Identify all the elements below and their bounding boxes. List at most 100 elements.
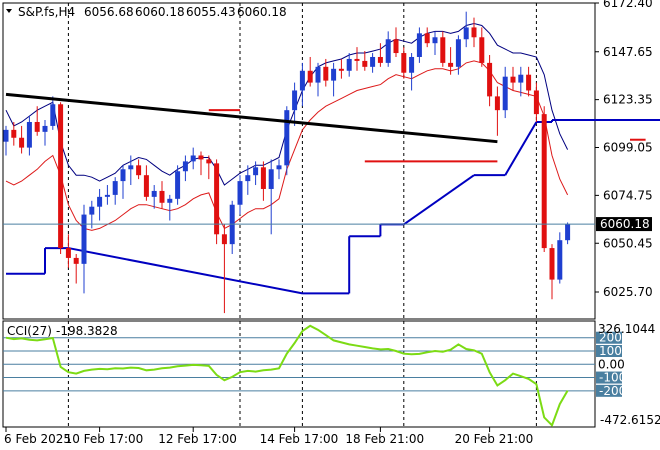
candle-body [3, 129, 9, 142]
candle-body [416, 33, 422, 57]
price-axis: 6172.40 6147.65 6123.35 6099.05 6074.75 6050.… [595, 0, 653, 299]
candle-body [401, 53, 407, 73]
cci-level-label: -200 [599, 384, 626, 398]
indicator-frame [2, 320, 596, 428]
candle-body [221, 234, 227, 245]
support-step-line [68, 247, 303, 295]
candle-body [362, 60, 368, 67]
candle-body [276, 165, 282, 170]
candle-body [143, 175, 149, 197]
candle-body [26, 121, 32, 148]
candle-body [510, 76, 516, 83]
candle-body [89, 206, 95, 215]
low-value: 6055.43 [186, 5, 236, 19]
candle-body [253, 167, 259, 176]
price-tick-label: 6074.75 [603, 188, 653, 202]
candle-body [463, 27, 469, 40]
price-tick-label: 6147.65 [603, 45, 653, 59]
candle-body [385, 39, 391, 63]
cci-scale-min: -472.6152 [600, 413, 660, 427]
candle-body [518, 74, 524, 83]
time-tick-label: 14 Feb 17:00 [260, 432, 339, 446]
cci-level-label: 100 [599, 344, 622, 358]
candle-body [284, 110, 290, 166]
close-value: 6060.18 [237, 5, 287, 19]
time-tick-label: 6 Feb 2025 [4, 432, 71, 446]
price-tick-label: 6025.70 [603, 285, 653, 299]
candle-body [338, 68, 344, 71]
price-tick-label: 6123.35 [603, 93, 653, 107]
candle-body [393, 39, 399, 54]
price-tick-label: 6050.45 [603, 236, 653, 250]
price-tick-label: 6099.05 [603, 141, 653, 155]
candle-body [198, 155, 204, 160]
candle-body [541, 114, 547, 249]
candle-body [346, 58, 352, 71]
cci-scale-max: 326.1044 [598, 322, 655, 336]
candle-body [73, 257, 79, 264]
candle-body [331, 68, 337, 81]
candle-body [42, 125, 48, 132]
candle-body [549, 248, 555, 280]
candle-body [237, 181, 243, 205]
cci-level-label: 0.00 [598, 357, 625, 371]
candle-body [315, 66, 321, 83]
time-tick-label: 10 Feb 17:00 [65, 432, 144, 446]
candle-body [268, 169, 274, 189]
candle-body [487, 62, 493, 97]
level-lines [6, 109, 660, 295]
candle-body [19, 137, 25, 148]
trendline [5, 92, 498, 144]
candle-body [565, 224, 571, 241]
candle-body [424, 33, 430, 44]
candle-body [448, 62, 454, 67]
candle-body [120, 169, 126, 182]
current-price-tag [596, 217, 652, 232]
candle-body [409, 56, 415, 73]
symbol-label: S&P.fs,H4 [18, 5, 75, 19]
candle-body [471, 27, 477, 38]
support-step-line [504, 121, 538, 176]
current-price-label: 6060.18 [600, 217, 650, 231]
candle-body [81, 214, 87, 264]
cci-line [5, 324, 569, 428]
candle-body [175, 171, 181, 199]
candle-body [104, 194, 110, 197]
candle-body [494, 96, 500, 111]
time-tick-label: 18 Feb 21:00 [345, 432, 424, 446]
cci-level-tag [596, 371, 622, 384]
candle-body [354, 58, 360, 61]
candle-body [65, 248, 71, 258]
candle-body [206, 159, 212, 164]
candle-body [136, 165, 142, 176]
candle-body [370, 56, 376, 67]
cci-level-label: 200 [599, 331, 622, 345]
candle-body [159, 190, 165, 203]
candle-body [557, 240, 563, 280]
price-tick-label: 6172.40 [603, 0, 653, 10]
candle-body [377, 56, 383, 63]
chart-header: S&P.fs,H4 6056.68 6060.18 6055.43 6060.1… [6, 5, 287, 19]
cci-name: CCI(27) [7, 324, 52, 338]
dropdown-triangle-icon[interactable] [6, 9, 12, 13]
support-step-line [403, 174, 475, 226]
candle-body [214, 163, 220, 235]
candle-body [292, 90, 298, 111]
candle-body [323, 66, 329, 81]
high-value: 6060.18 [135, 5, 185, 19]
time-tick-label: 20 Feb 21:00 [455, 432, 534, 446]
candle-body [50, 104, 56, 126]
candle-body [112, 181, 118, 195]
candle-body [307, 70, 313, 83]
cci-level-tag [596, 345, 622, 358]
time-tick-label: 12 Feb 17:00 [158, 432, 237, 446]
candle-body [440, 37, 446, 63]
candle-body [245, 175, 251, 182]
candle-body [151, 190, 157, 197]
vertical-grid [67, 3, 537, 427]
candle-body [479, 37, 485, 63]
candle-body [299, 70, 305, 91]
